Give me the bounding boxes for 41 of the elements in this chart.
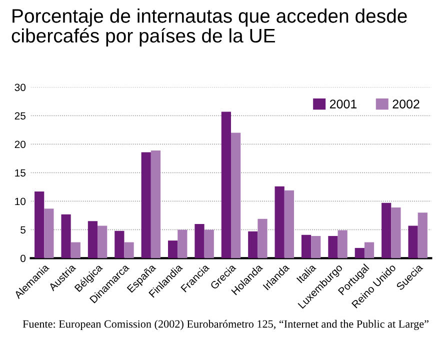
bar (354, 248, 364, 258)
bar (114, 230, 124, 258)
bar (301, 234, 312, 258)
y-tick-label: 5 (20, 226, 26, 234)
bar (311, 236, 321, 258)
chart-title: Porcentaje de internautas que acceden desde cibercafés por países de la UE (12, 8, 407, 46)
legend-label: 2001 (330, 100, 357, 108)
bar (284, 190, 294, 258)
y-tick-label: 10 (15, 198, 26, 206)
y-tick-label: 0 (20, 254, 26, 262)
y-tick-label: 25 (14, 112, 26, 120)
bar (204, 230, 214, 258)
bar (408, 226, 418, 258)
bar (88, 221, 98, 258)
bar (231, 132, 241, 258)
bar (338, 230, 348, 258)
bar (168, 240, 178, 258)
bar (221, 112, 231, 258)
bar (44, 208, 54, 258)
bar (418, 212, 428, 258)
y-tick-label: 20 (14, 140, 26, 148)
bar (150, 150, 161, 258)
bar (258, 218, 268, 258)
bar (98, 226, 108, 258)
y-tick-label: 30 (14, 84, 26, 92)
source-note: Fuente: European Comission (2002) Eurobarómetro 125, “Internet and the Public at Large” (22, 320, 428, 330)
bar (391, 207, 401, 258)
bar (141, 152, 151, 258)
bar (34, 192, 44, 258)
bar (248, 231, 258, 258)
bar (178, 230, 188, 258)
bar (274, 186, 284, 258)
bar (61, 214, 71, 258)
bar (382, 202, 392, 258)
bar (194, 224, 204, 258)
bar (124, 242, 134, 258)
bar (70, 242, 80, 258)
bar (364, 242, 374, 258)
legend-label: 2002 (392, 100, 420, 108)
bar (328, 236, 338, 258)
y-tick-label: 15 (15, 169, 26, 177)
